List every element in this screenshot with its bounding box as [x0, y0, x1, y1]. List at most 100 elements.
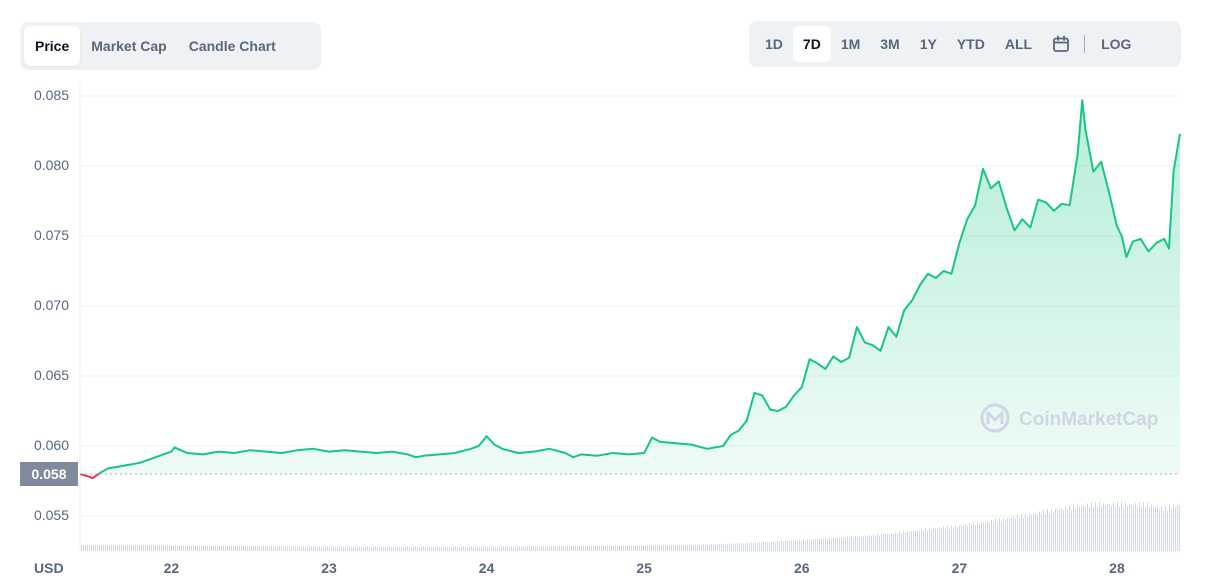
range-1d[interactable]: 1D: [765, 36, 783, 52]
volume-bar: [911, 531, 912, 551]
volume-bar: [579, 546, 580, 551]
volume-bar: [921, 528, 922, 551]
volume-bar: [561, 546, 562, 551]
range-1m[interactable]: 1M: [840, 36, 861, 52]
volume-bar: [853, 537, 854, 551]
calendar-icon[interactable]: [1050, 26, 1072, 62]
volume-bar: [675, 545, 676, 551]
volume-bar: [479, 546, 480, 551]
volume-bar: [565, 546, 566, 551]
volume-bar: [357, 546, 358, 551]
volume-bar: [603, 545, 604, 551]
volume-bar: [151, 545, 152, 551]
volume-bar: [1049, 513, 1050, 551]
volume-bar: [1171, 509, 1172, 551]
volume-bar: [621, 545, 622, 551]
volume-bar: [557, 546, 558, 551]
volume-bar: [95, 545, 96, 551]
volume-bar: [859, 535, 860, 551]
volume-bar: [975, 525, 976, 551]
volume-bar: [363, 546, 364, 551]
volume-bar: [931, 529, 932, 551]
range-3m[interactable]: 3M: [880, 36, 900, 52]
volume-bar: [409, 546, 410, 551]
range-1y[interactable]: 1Y: [919, 36, 937, 52]
volume-bar: [453, 546, 454, 551]
volume-bar: [1149, 507, 1150, 551]
volume-bar: [941, 528, 942, 551]
volume-bar: [113, 545, 114, 551]
tab-candle-chart[interactable]: Candle Chart: [188, 38, 276, 54]
volume-bar: [263, 545, 264, 551]
volume-bar: [673, 544, 674, 551]
volume-bar: [1137, 506, 1138, 551]
volume-bar: [193, 545, 194, 551]
volume-bar: [747, 542, 748, 551]
range-all[interactable]: ALL: [1004, 36, 1033, 52]
volume-bar: [907, 530, 908, 551]
log-scale-toggle[interactable]: LOG: [1101, 36, 1132, 52]
volume-bar: [997, 521, 998, 551]
volume-bar: [513, 546, 514, 551]
volume-bar: [425, 546, 426, 551]
volume-bar: [207, 545, 208, 551]
volume-bar: [829, 537, 830, 551]
volume-bar: [317, 546, 318, 551]
volume-bar: [115, 544, 116, 551]
volume-bar: [487, 546, 488, 551]
volume-bar: [577, 545, 578, 551]
volume-bar: [937, 528, 938, 551]
range-ytd[interactable]: YTD: [956, 36, 985, 52]
volume-bar: [129, 545, 130, 551]
tab-price[interactable]: Price: [24, 26, 81, 66]
volume-bar: [1131, 504, 1132, 551]
volume-bar: [761, 542, 762, 551]
x-tick-label: 27: [952, 560, 968, 576]
volume-bar: [825, 537, 826, 551]
volume-bar: [731, 544, 732, 551]
volume-bar: [177, 545, 178, 551]
volume-bar: [1167, 510, 1168, 551]
volume-bar: [695, 544, 696, 551]
volume-bar: [765, 542, 766, 551]
volume-bar: [1147, 502, 1148, 551]
volume-bar: [229, 546, 230, 551]
volume-bar: [359, 546, 360, 551]
volume-bar: [779, 542, 780, 551]
volume-bar: [1055, 508, 1056, 551]
chart-type-tabs: Price Market Cap Candle Chart: [20, 22, 321, 70]
volume-bar: [261, 546, 262, 551]
volume-bar: [155, 545, 156, 551]
volume-bar: [697, 544, 698, 551]
volume-bar: [623, 545, 624, 551]
range-7d[interactable]: 7D: [792, 26, 831, 62]
volume-bar: [741, 543, 742, 551]
volume-bar: [287, 546, 288, 551]
volume-bar: [1033, 513, 1034, 551]
volume-bar: [333, 546, 334, 551]
volume-bar: [1069, 505, 1070, 551]
volume-bar: [355, 546, 356, 551]
volume-bar: [127, 544, 128, 551]
volume-bar: [1139, 502, 1140, 551]
volume-bar: [421, 546, 422, 551]
volume-bar: [1153, 506, 1154, 551]
volume-bar: [265, 546, 266, 551]
volume-bar: [455, 546, 456, 551]
volume-bar: [1115, 506, 1116, 551]
volume-bar: [269, 546, 270, 551]
volume-bar: [713, 544, 714, 551]
volume-bar: [607, 545, 608, 551]
volume-bar: [887, 533, 888, 551]
volume-bar: [489, 546, 490, 551]
volume-bar: [163, 545, 164, 551]
tab-market-cap[interactable]: Market Cap: [91, 38, 167, 54]
volume-bar: [271, 545, 272, 551]
volume-bar: [515, 546, 516, 551]
volume-bar: [433, 546, 434, 551]
volume-bar: [525, 546, 526, 551]
volume-bar: [917, 529, 918, 551]
volume-bar: [291, 546, 292, 551]
volume-bar: [1047, 508, 1048, 551]
volume-bar: [837, 537, 838, 551]
